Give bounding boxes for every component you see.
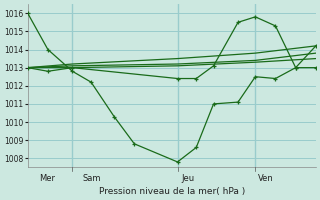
X-axis label: Pression niveau de la mer( hPa ): Pression niveau de la mer( hPa ) — [99, 187, 245, 196]
Text: Jeu: Jeu — [182, 174, 195, 183]
Text: Sam: Sam — [83, 174, 101, 183]
Text: Ven: Ven — [258, 174, 274, 183]
Text: Mer: Mer — [39, 174, 55, 183]
